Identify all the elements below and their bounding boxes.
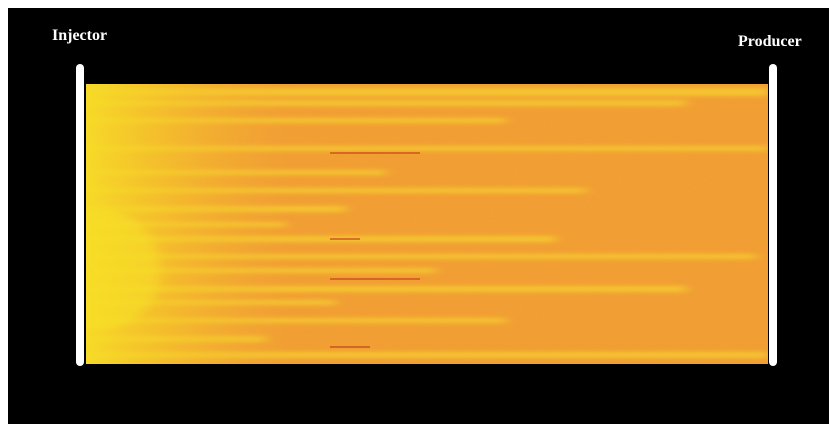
producer-well — [769, 64, 777, 366]
injector-label: Injector — [52, 27, 107, 44]
page: {"labels": {"injector": "Injector", "pro… — [0, 0, 837, 432]
injector-well — [76, 64, 84, 366]
simulation-view: Injector Producer — [0, 0, 837, 432]
saturation-field — [40, 84, 768, 364]
producer-label: Producer — [738, 33, 802, 50]
